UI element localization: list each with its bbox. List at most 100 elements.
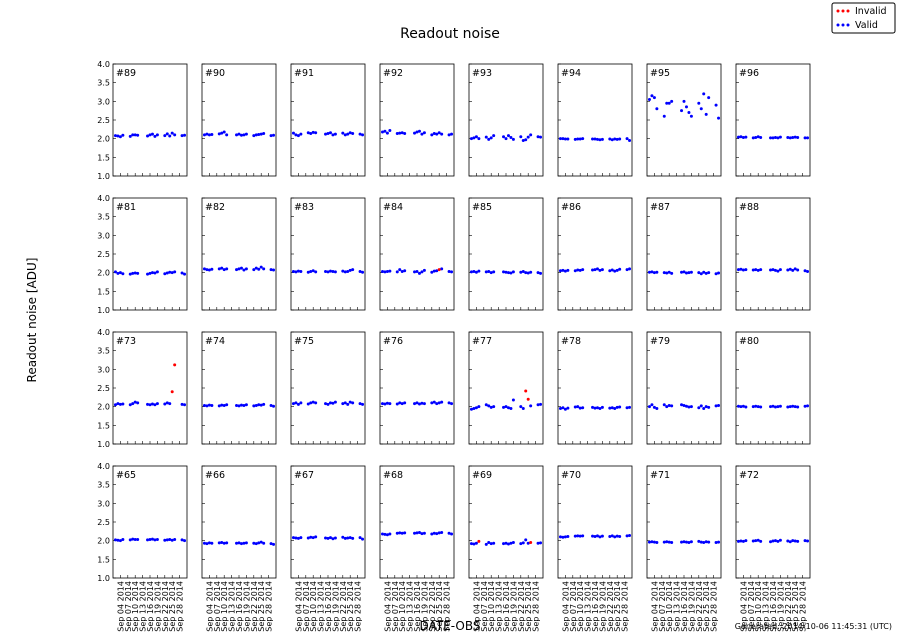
valid-point (472, 136, 476, 140)
valid-point (398, 401, 402, 405)
valid-point (714, 541, 718, 545)
valid-point (581, 534, 585, 538)
valid-point (539, 135, 543, 139)
valid-point (165, 538, 169, 542)
valid-point (150, 537, 154, 541)
valid-point (680, 270, 684, 274)
valid-point (311, 269, 315, 273)
valid-point (269, 268, 273, 272)
valid-point (173, 538, 177, 542)
valid-point (413, 131, 417, 135)
valid-point (536, 271, 540, 275)
valid-point (361, 270, 365, 274)
valid-point (521, 407, 525, 411)
valid-point (437, 401, 441, 405)
valid-point (595, 534, 599, 538)
valid-point (773, 136, 777, 140)
valid-point (492, 541, 496, 545)
valid-point (225, 403, 229, 407)
panel-frame (290, 331, 366, 445)
valid-point (697, 406, 701, 410)
valid-point (417, 129, 421, 133)
valid-point (296, 536, 300, 540)
valid-point (717, 271, 721, 275)
panel-label: #74 (205, 336, 225, 347)
valid-point (388, 269, 392, 273)
x-tick-label: Sep 16 2014 (413, 581, 422, 632)
valid-point (113, 270, 117, 274)
valid-point (413, 270, 417, 274)
valid-point (116, 271, 120, 275)
valid-point (210, 541, 214, 545)
valid-point (361, 537, 365, 541)
valid-point (613, 269, 617, 273)
valid-point (346, 270, 350, 274)
panel-label: #83 (294, 202, 314, 213)
valid-point (600, 534, 604, 538)
valid-point (430, 133, 434, 137)
valid-point (348, 131, 352, 135)
x-tick-label: Sep 07 2014 (480, 581, 489, 632)
valid-point (739, 405, 743, 409)
valid-point (170, 131, 174, 135)
x-tick-label: Sep 04 2014 (205, 581, 214, 632)
y-tick-label: 2.0 (97, 537, 110, 546)
panel-frame (290, 197, 366, 311)
valid-point (558, 269, 562, 273)
valid-point (647, 97, 651, 101)
valid-point (598, 535, 602, 539)
valid-point (239, 133, 243, 137)
valid-point (272, 542, 276, 546)
valid-point (793, 539, 797, 543)
valid-point (252, 404, 256, 408)
valid-point (788, 136, 792, 140)
valid-point (447, 270, 451, 274)
valid-point (625, 268, 629, 272)
valid-point (576, 405, 580, 409)
valid-point (220, 131, 224, 135)
panel-frame (557, 63, 633, 177)
valid-point (754, 404, 758, 408)
valid-point (506, 271, 510, 275)
valid-point (237, 132, 241, 136)
y-tick-label: 1.0 (97, 440, 110, 449)
valid-point (395, 131, 399, 135)
valid-point (242, 541, 246, 545)
valid-point (341, 535, 345, 539)
valid-point (118, 539, 122, 543)
valid-point (472, 407, 476, 411)
valid-point (477, 137, 481, 141)
valid-point (205, 404, 209, 408)
valid-point (291, 270, 295, 274)
valid-point (615, 137, 619, 141)
valid-point (704, 112, 708, 116)
y-tick-label: 1.5 (97, 555, 110, 564)
x-tick-label: Sep 25 2014 (524, 581, 533, 632)
valid-point (687, 541, 691, 545)
valid-point (756, 405, 760, 409)
valid-point (509, 407, 513, 411)
valid-point (796, 268, 800, 272)
valid-point (225, 267, 229, 271)
valid-point (180, 134, 184, 138)
valid-point (205, 542, 209, 546)
y-tick-label: 2.5 (97, 384, 110, 393)
valid-point (168, 134, 172, 138)
valid-point (563, 137, 567, 141)
valid-point (796, 405, 800, 409)
valid-point (242, 268, 246, 272)
valid-point (628, 533, 632, 537)
valid-point (121, 402, 125, 406)
valid-point (235, 541, 239, 545)
valid-point (625, 406, 629, 410)
valid-point (331, 537, 335, 541)
valid-point (207, 541, 211, 545)
valid-point (328, 536, 332, 540)
valid-point (484, 135, 488, 139)
valid-point (487, 137, 491, 141)
valid-point (472, 542, 476, 546)
valid-point (506, 542, 510, 546)
valid-point (504, 541, 508, 545)
valid-point (348, 536, 352, 540)
valid-point (136, 538, 140, 542)
